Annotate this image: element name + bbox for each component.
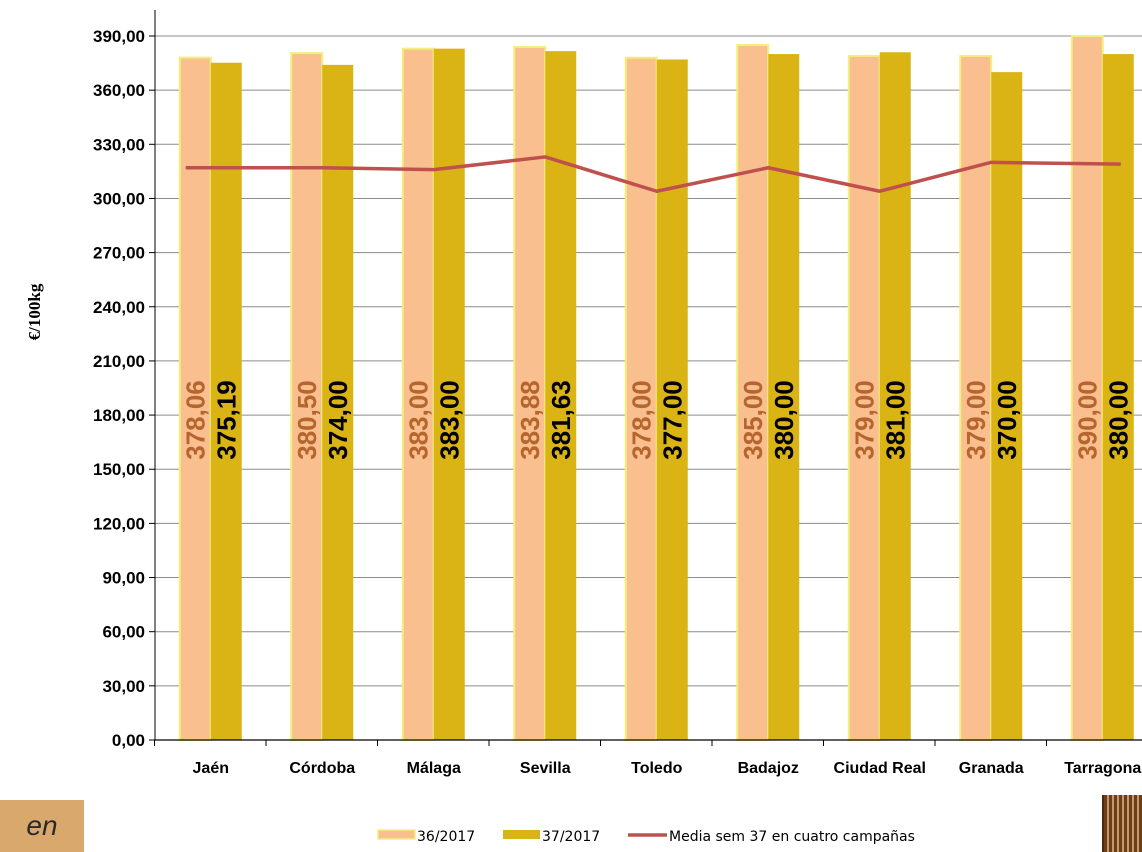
data-label-36-2017: 383,88 [515,380,545,460]
y-tick-label: 270,00 [93,244,145,263]
bar-36-2017 [178,56,212,742]
y-tick-label: 180,00 [93,406,145,425]
x-category-label: Sevilla [520,760,571,777]
bar-37-2017 [656,59,688,740]
data-label-37-2017: 381,00 [880,380,910,460]
bar-36-2017 [624,56,658,741]
data-label-37-2017: 377,00 [657,380,687,460]
x-category-label: Granada [959,760,1024,777]
books-icon [1102,795,1142,852]
x-category-label: Tarragona [1064,760,1141,777]
data-label-37-2017: 375,19 [211,380,241,460]
y-axis: 0,00 30,00 60,00 90,00 120,00 150,00 180,00 210… [93,10,156,750]
bar-37-2017 [879,52,911,740]
y-tick-label: 390,00 [93,27,145,46]
language-badge-text: en [26,810,58,841]
data-label-37-2017: 380,00 [1103,380,1133,460]
bar-37-2017 [991,72,1023,741]
data-label-36-2017: 380,50 [292,380,322,460]
x-category-label: Badajoz [738,760,799,777]
y-tick-label: 150,00 [93,460,145,479]
y-tick-label: 30,00 [102,677,145,696]
y-tick-label: 300,00 [93,189,145,208]
x-category-label: Toledo [631,760,682,777]
bar-37-2017 [210,62,242,740]
legend: 36/2017 37/2017 Media sem 37 en cuatro cam… [377,829,915,845]
legend-swatch-37-2017 [503,830,540,839]
y-tick-label: 240,00 [93,298,145,317]
data-label-36-2017: 378,00 [626,380,656,460]
data-label-37-2017: 374,00 [323,380,353,460]
bar-36-2017 [847,54,881,742]
y-tick-label: 210,00 [93,352,145,371]
legend-label-36-2017: 36/2017 [417,829,475,845]
x-category-label: Málaga [407,760,461,777]
data-label-37-2017: 383,00 [434,380,464,460]
data-label-37-2017: 370,00 [992,380,1022,460]
y-tick-label: 90,00 [102,569,145,588]
data-label-36-2017: 390,00 [1072,380,1102,460]
bar-37-2017 [433,48,465,740]
legend-label-average: Media sem 37 en cuatro campañas [669,829,915,845]
data-label-36-2017: 385,00 [738,380,768,460]
y-tick-label: 120,00 [93,514,145,533]
y-axis-label: €/100kg [25,283,44,340]
x-axis: Jaén Córdoba Málaga Sevilla Toledo Badajoz Ciu… [154,739,1142,777]
legend-swatch-36-2017 [377,829,416,840]
data-label-37-2017: 380,00 [769,380,799,460]
data-label-36-2017: 379,00 [961,380,991,460]
x-category-label: Córdoba [289,760,355,777]
average-line [185,155,1121,193]
data-label-36-2017: 383,00 [403,380,433,460]
bar-37-2017 [1102,54,1134,741]
data-label-36-2017: 378,06 [180,380,210,460]
bar-36-2017 [1070,35,1104,741]
y-tick-label: 330,00 [93,135,145,154]
bar-37-2017 [322,64,354,740]
y-tick-label: 360,00 [93,81,145,100]
data-label-37-2017: 381,63 [546,380,576,460]
language-badge: en [0,800,84,852]
data-label-36-2017: 379,00 [849,380,879,460]
bars: 378,06 375,19 380,50 374,00 383,00 383,00 383,… [178,35,1134,742]
y-tick-label: 0,00 [112,731,145,750]
legend-label-37-2017: 37/2017 [542,829,600,845]
x-category-label: Jaén [193,760,229,777]
y-tick-label: 60,00 [102,623,145,642]
x-category-label: Ciudad Real [834,760,926,777]
